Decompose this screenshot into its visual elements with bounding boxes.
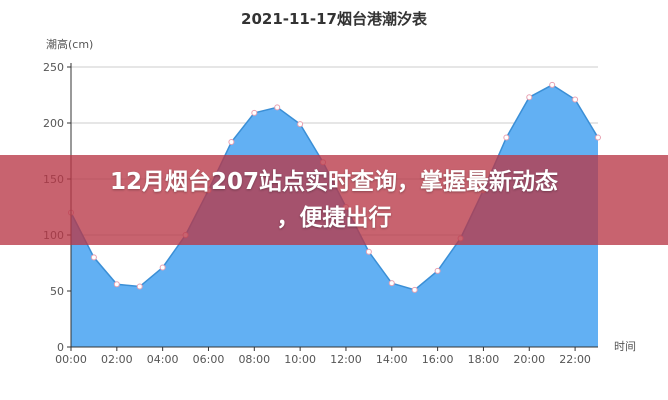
x-tick-label: 12:00: [330, 353, 362, 366]
y-axis-label: 潮高(cm): [46, 37, 93, 51]
data-point: [595, 134, 601, 141]
headline-line-1: 12月烟台207站点实时查询，掌握最新动态: [109, 169, 559, 195]
x-tick-label: 16:00: [422, 353, 454, 366]
x-tick-label: 20:00: [513, 353, 545, 366]
x-tick-label: 00:00: [55, 353, 87, 366]
headline-line-2: ，便捷出行: [276, 205, 392, 231]
data-point: [113, 281, 120, 288]
y-tick-label: 0: [57, 341, 64, 354]
data-point: [411, 286, 418, 293]
data-point: [228, 139, 235, 146]
data-point: [549, 81, 556, 88]
y-tick-label: 200: [43, 117, 64, 130]
x-tick-label: 06:00: [193, 353, 225, 366]
data-point: [503, 134, 510, 141]
data-point: [388, 280, 395, 287]
y-tick-label: 250: [43, 61, 64, 74]
data-point: [90, 254, 97, 261]
data-point: [526, 94, 533, 101]
data-point: [572, 96, 579, 103]
x-tick-label: 18:00: [468, 353, 500, 366]
data-point: [159, 264, 166, 271]
x-tick-label: 02:00: [101, 353, 133, 366]
headline-text: 12月烟台207站点实时查询，掌握最新动态 ，便捷出行: [34, 164, 634, 236]
x-tick-label: 08:00: [238, 353, 270, 366]
data-point: [297, 121, 304, 128]
x-tick-label: 10:00: [284, 353, 316, 366]
x-tick-label: 04:00: [147, 353, 179, 366]
x-tick-label: 14:00: [376, 353, 408, 366]
data-point: [434, 267, 441, 274]
chart-title: 2021-11-17烟台港潮汐表: [241, 10, 428, 28]
y-tick-label: 50: [50, 285, 64, 298]
x-tick-label: 22:00: [559, 353, 591, 366]
data-point: [365, 248, 372, 255]
data-point: [251, 109, 258, 116]
data-point: [274, 104, 281, 111]
headline-banner: 12月烟台207站点实时查询，掌握最新动态 ，便捷出行: [0, 155, 668, 245]
data-point: [136, 283, 143, 290]
x-axis-label: 时间: [614, 340, 636, 353]
